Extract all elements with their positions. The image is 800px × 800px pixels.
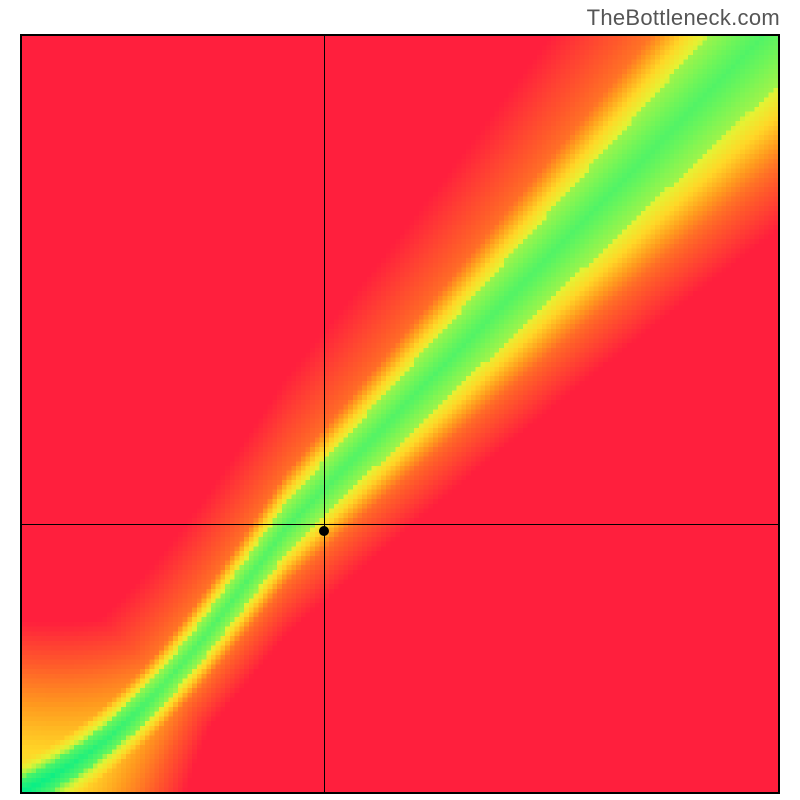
heatmap-canvas bbox=[22, 36, 778, 792]
plot-area bbox=[20, 34, 780, 794]
marker-dot bbox=[319, 526, 329, 536]
crosshair-vertical bbox=[324, 36, 325, 792]
watermark-text: TheBottleneck.com bbox=[587, 5, 780, 31]
crosshair-horizontal bbox=[22, 524, 778, 525]
